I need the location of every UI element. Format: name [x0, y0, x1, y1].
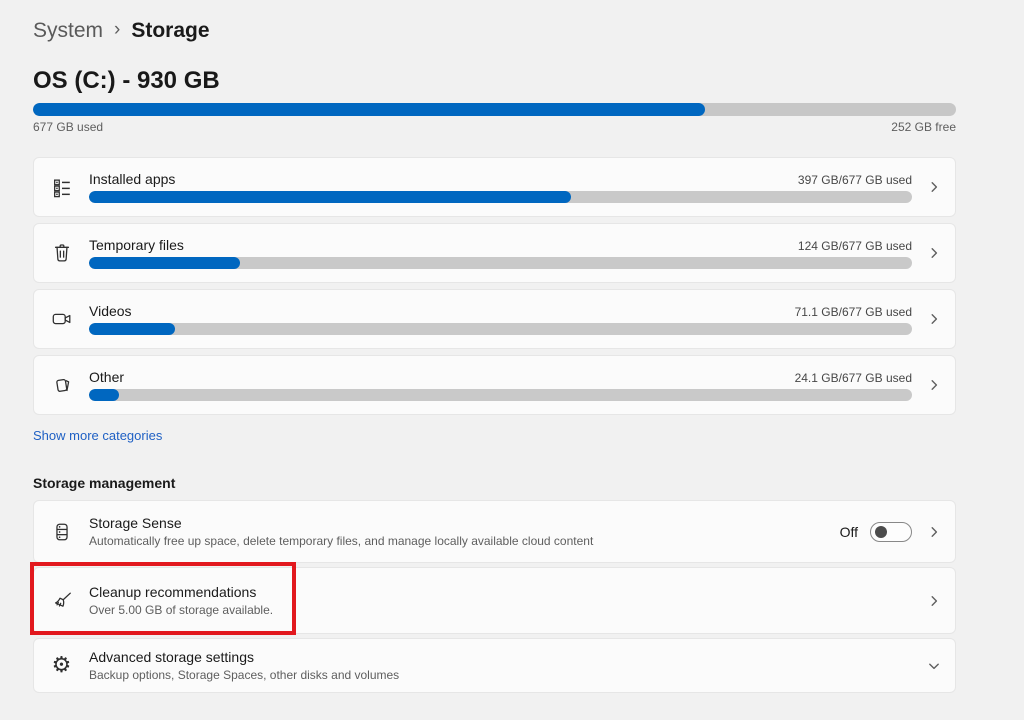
- free-space-label: 252 GB free: [891, 120, 956, 134]
- category-usage-bar: [89, 191, 912, 203]
- cleanup-title: Cleanup recommendations: [89, 584, 257, 600]
- category-row-temporary-files[interactable]: Temporary files 124 GB/677 GB used: [33, 223, 956, 283]
- cleanup-recommendations-row[interactable]: Cleanup recommendations Over 5.00 GB of …: [30, 562, 956, 635]
- category-usage-bar: [89, 389, 912, 401]
- category-name: Videos: [89, 303, 132, 319]
- storage-sense-row[interactable]: Storage Sense Automatically free up spac…: [33, 500, 956, 563]
- gear-icon: ⚙: [51, 652, 72, 678]
- storage-settings-page: System › Storage OS (C:) - 930 GB 677 GB…: [30, 0, 956, 693]
- apps-list-icon: [34, 176, 89, 198]
- advanced-subtitle: Backup options, Storage Spaces, other di…: [89, 668, 400, 682]
- storage-management-list: Storage Sense Automatically free up spac…: [30, 500, 956, 693]
- category-body: Videos 71.1 GB/677 GB used: [89, 303, 912, 335]
- category-body: Other 24.1 GB/677 GB used: [89, 369, 912, 401]
- category-name: Other: [89, 369, 125, 385]
- page-title: OS (C:) - 930 GB: [33, 67, 220, 94]
- storage-sense-text: Storage Sense Automatically free up spac…: [89, 515, 840, 548]
- chevron-right-icon: [912, 526, 955, 538]
- storage-sense-subtitle: Automatically free up space, delete temp…: [89, 534, 594, 548]
- category-usage-bar-fill: [89, 389, 119, 401]
- toggle-knob: [875, 525, 887, 538]
- category-row-videos[interactable]: Videos 71.1 GB/677 GB used: [33, 289, 956, 349]
- drive-usage-labels: 677 GB used 252 GB free: [33, 120, 956, 135]
- drive-usage-bar-fill: [33, 103, 705, 116]
- category-name: Temporary files: [89, 237, 184, 253]
- storage-sense-controls: Off: [839, 521, 955, 542]
- category-usage: 397 GB/677 GB used: [797, 173, 912, 187]
- chevron-right-icon: [912, 181, 955, 193]
- category-usage: 24.1 GB/677 GB used: [794, 371, 912, 385]
- category-name: Installed apps: [89, 171, 176, 187]
- chevron-right-icon: [912, 247, 955, 259]
- category-usage: 124 GB/677 GB used: [797, 239, 912, 253]
- storage-sense-title: Storage Sense: [89, 515, 182, 531]
- breadcrumb: System › Storage: [33, 16, 956, 46]
- chevron-right-icon: [912, 313, 955, 325]
- show-more-categories-link[interactable]: Show more categories: [33, 428, 163, 443]
- category-body: Installed apps 397 GB/677 GB used: [89, 171, 912, 203]
- pages-icon: [34, 374, 89, 396]
- advanced-text: Advanced storage settings Backup options…: [89, 649, 912, 682]
- drive-usage-bar: [33, 103, 956, 116]
- trash-icon: [34, 242, 89, 264]
- storage-management-header: Storage management: [33, 475, 176, 491]
- category-usage-bar-fill: [89, 191, 572, 203]
- advanced-title: Advanced storage settings: [89, 649, 254, 665]
- chevron-down-icon: [912, 660, 955, 672]
- category-usage-bar-fill: [89, 257, 240, 269]
- video-camera-icon: [34, 308, 89, 330]
- used-space-label: 677 GB used: [33, 120, 104, 134]
- category-usage-bar: [89, 323, 912, 335]
- category-usage: 71.1 GB/677 GB used: [794, 305, 912, 319]
- chevron-right-icon: [912, 379, 955, 391]
- toggle-state-label: Off: [839, 523, 858, 540]
- chevron-right-icon: [912, 595, 955, 607]
- broom-icon: [34, 590, 89, 612]
- advanced-storage-settings-row[interactable]: ⚙ Advanced storage settings Backup optio…: [33, 638, 956, 693]
- breadcrumb-system[interactable]: System: [33, 19, 104, 42]
- breadcrumb-separator-icon: ›: [114, 19, 121, 40]
- cleanup-text: Cleanup recommendations Over 5.00 GB of …: [89, 584, 912, 617]
- storage-sense-icon: [34, 521, 89, 543]
- breadcrumb-storage: Storage: [131, 19, 210, 42]
- category-list: Installed apps 397 GB/677 GB used: [33, 157, 956, 415]
- category-row-installed-apps[interactable]: Installed apps 397 GB/677 GB used: [33, 157, 956, 217]
- category-usage-bar: [89, 257, 912, 269]
- cleanup-subtitle: Over 5.00 GB of storage available.: [89, 603, 274, 617]
- category-usage-bar-fill: [89, 323, 176, 335]
- category-body: Temporary files 124 GB/677 GB used: [89, 237, 912, 269]
- category-row-other[interactable]: Other 24.1 GB/677 GB used: [33, 355, 956, 415]
- storage-sense-toggle[interactable]: [870, 521, 912, 542]
